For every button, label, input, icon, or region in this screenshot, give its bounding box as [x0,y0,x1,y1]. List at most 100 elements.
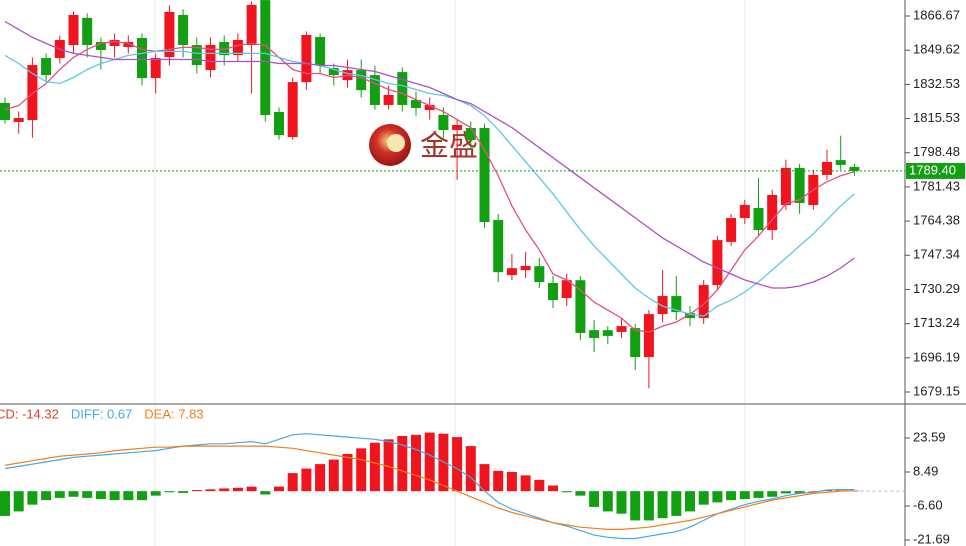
macd-bar [232,487,243,492]
macd-bar [575,491,586,496]
candle-body [465,128,476,141]
macd-bar [726,491,737,501]
macd-bar [630,491,641,521]
macd-bar [68,491,79,497]
macd-bar [794,491,805,494]
macd-bar [137,491,147,501]
macd-bar [767,491,778,497]
candle-body [548,283,558,301]
last-price-box [906,162,965,179]
candle-body [849,166,860,171]
candle-body [150,58,161,79]
y-tick-label: -6.60 [913,497,943,512]
macd-bar [411,434,421,492]
macd-bar [534,479,545,492]
candle-body [109,40,120,47]
macd-bar [301,468,312,492]
candle-body [739,205,750,219]
macd-bar [479,464,490,492]
candle-body [767,194,778,231]
grid [154,0,746,546]
candle-body [589,330,600,338]
candle-body [260,0,271,115]
macd-bar [424,432,435,492]
macd-bar [616,491,627,514]
macd-bar [274,486,284,492]
macd-bar [219,488,230,492]
candle-body [27,65,38,121]
macd-bar [287,473,298,492]
macd-bar [342,453,353,492]
macd-bar [589,491,600,507]
candle-body [657,296,668,315]
macd-bar [520,475,531,492]
macd-bar [780,491,791,494]
macd-bar [41,491,52,501]
candle-body [232,40,243,56]
candle-body [315,36,326,66]
macd-bar [465,446,476,492]
macd-bar [493,470,504,492]
macd-bar [27,491,38,505]
candle-body [0,102,10,121]
candle-body [493,220,504,273]
y-tick-label: 1798.48 [913,144,960,159]
y-tick-label: 1832.53 [913,76,960,91]
candle-body [246,4,257,46]
candle-body [780,167,791,206]
macd-bar [0,491,10,516]
candle-body [274,111,284,136]
candle-body [835,160,846,165]
y-tick-label: 1815.53 [913,110,960,125]
candle-body [753,208,764,231]
candle-body [397,72,408,105]
candle-body [602,330,613,336]
y-tick-label: 1781.43 [913,178,960,193]
candle-body [68,14,79,46]
candle-body [95,42,106,51]
logo: 金盛 [369,124,478,166]
moving-average [4,20,855,289]
y-tick-label: 1679.15 [913,383,960,398]
candle-body [561,280,572,299]
macd-bar [246,486,257,492]
candle-body [191,45,202,66]
candle-body [575,280,586,333]
candle-body [301,34,312,83]
y-tick-label: 8.49 [913,463,938,478]
moving-average [4,40,855,333]
y-tick-label: 1747.34 [913,247,960,262]
candle-body [534,266,545,283]
y-tick-label: 1730.29 [913,281,960,296]
candle-body [164,11,175,58]
macd-line [4,445,855,530]
macd-bar [13,491,24,512]
macd-bar [561,491,572,493]
candle-body [630,328,641,358]
macd-bar [164,491,175,493]
candle-body [205,45,216,71]
candle-body [356,70,367,91]
candle-body [712,240,723,286]
y-tick-label: 1713.24 [913,315,960,330]
macd-bar [82,491,93,498]
macd-bar [739,491,750,500]
macd-bar [671,491,682,516]
macd-bar [54,491,65,498]
candle-body [369,75,380,105]
macd-bar [260,491,271,495]
y-tick-label: -21.69 [913,531,950,546]
candle-body [506,268,517,275]
candle-body [685,313,695,319]
moving-average [4,50,855,317]
macd-bar [123,491,134,501]
macd-bar [205,489,216,492]
macd-bar [698,491,709,505]
macd-bar [109,491,120,501]
legend-entry: DIFF: 0.67 [71,406,132,421]
legend-entry: CD: -14.32 [0,406,59,421]
candle-body [328,68,339,76]
macd-bar [602,491,613,512]
